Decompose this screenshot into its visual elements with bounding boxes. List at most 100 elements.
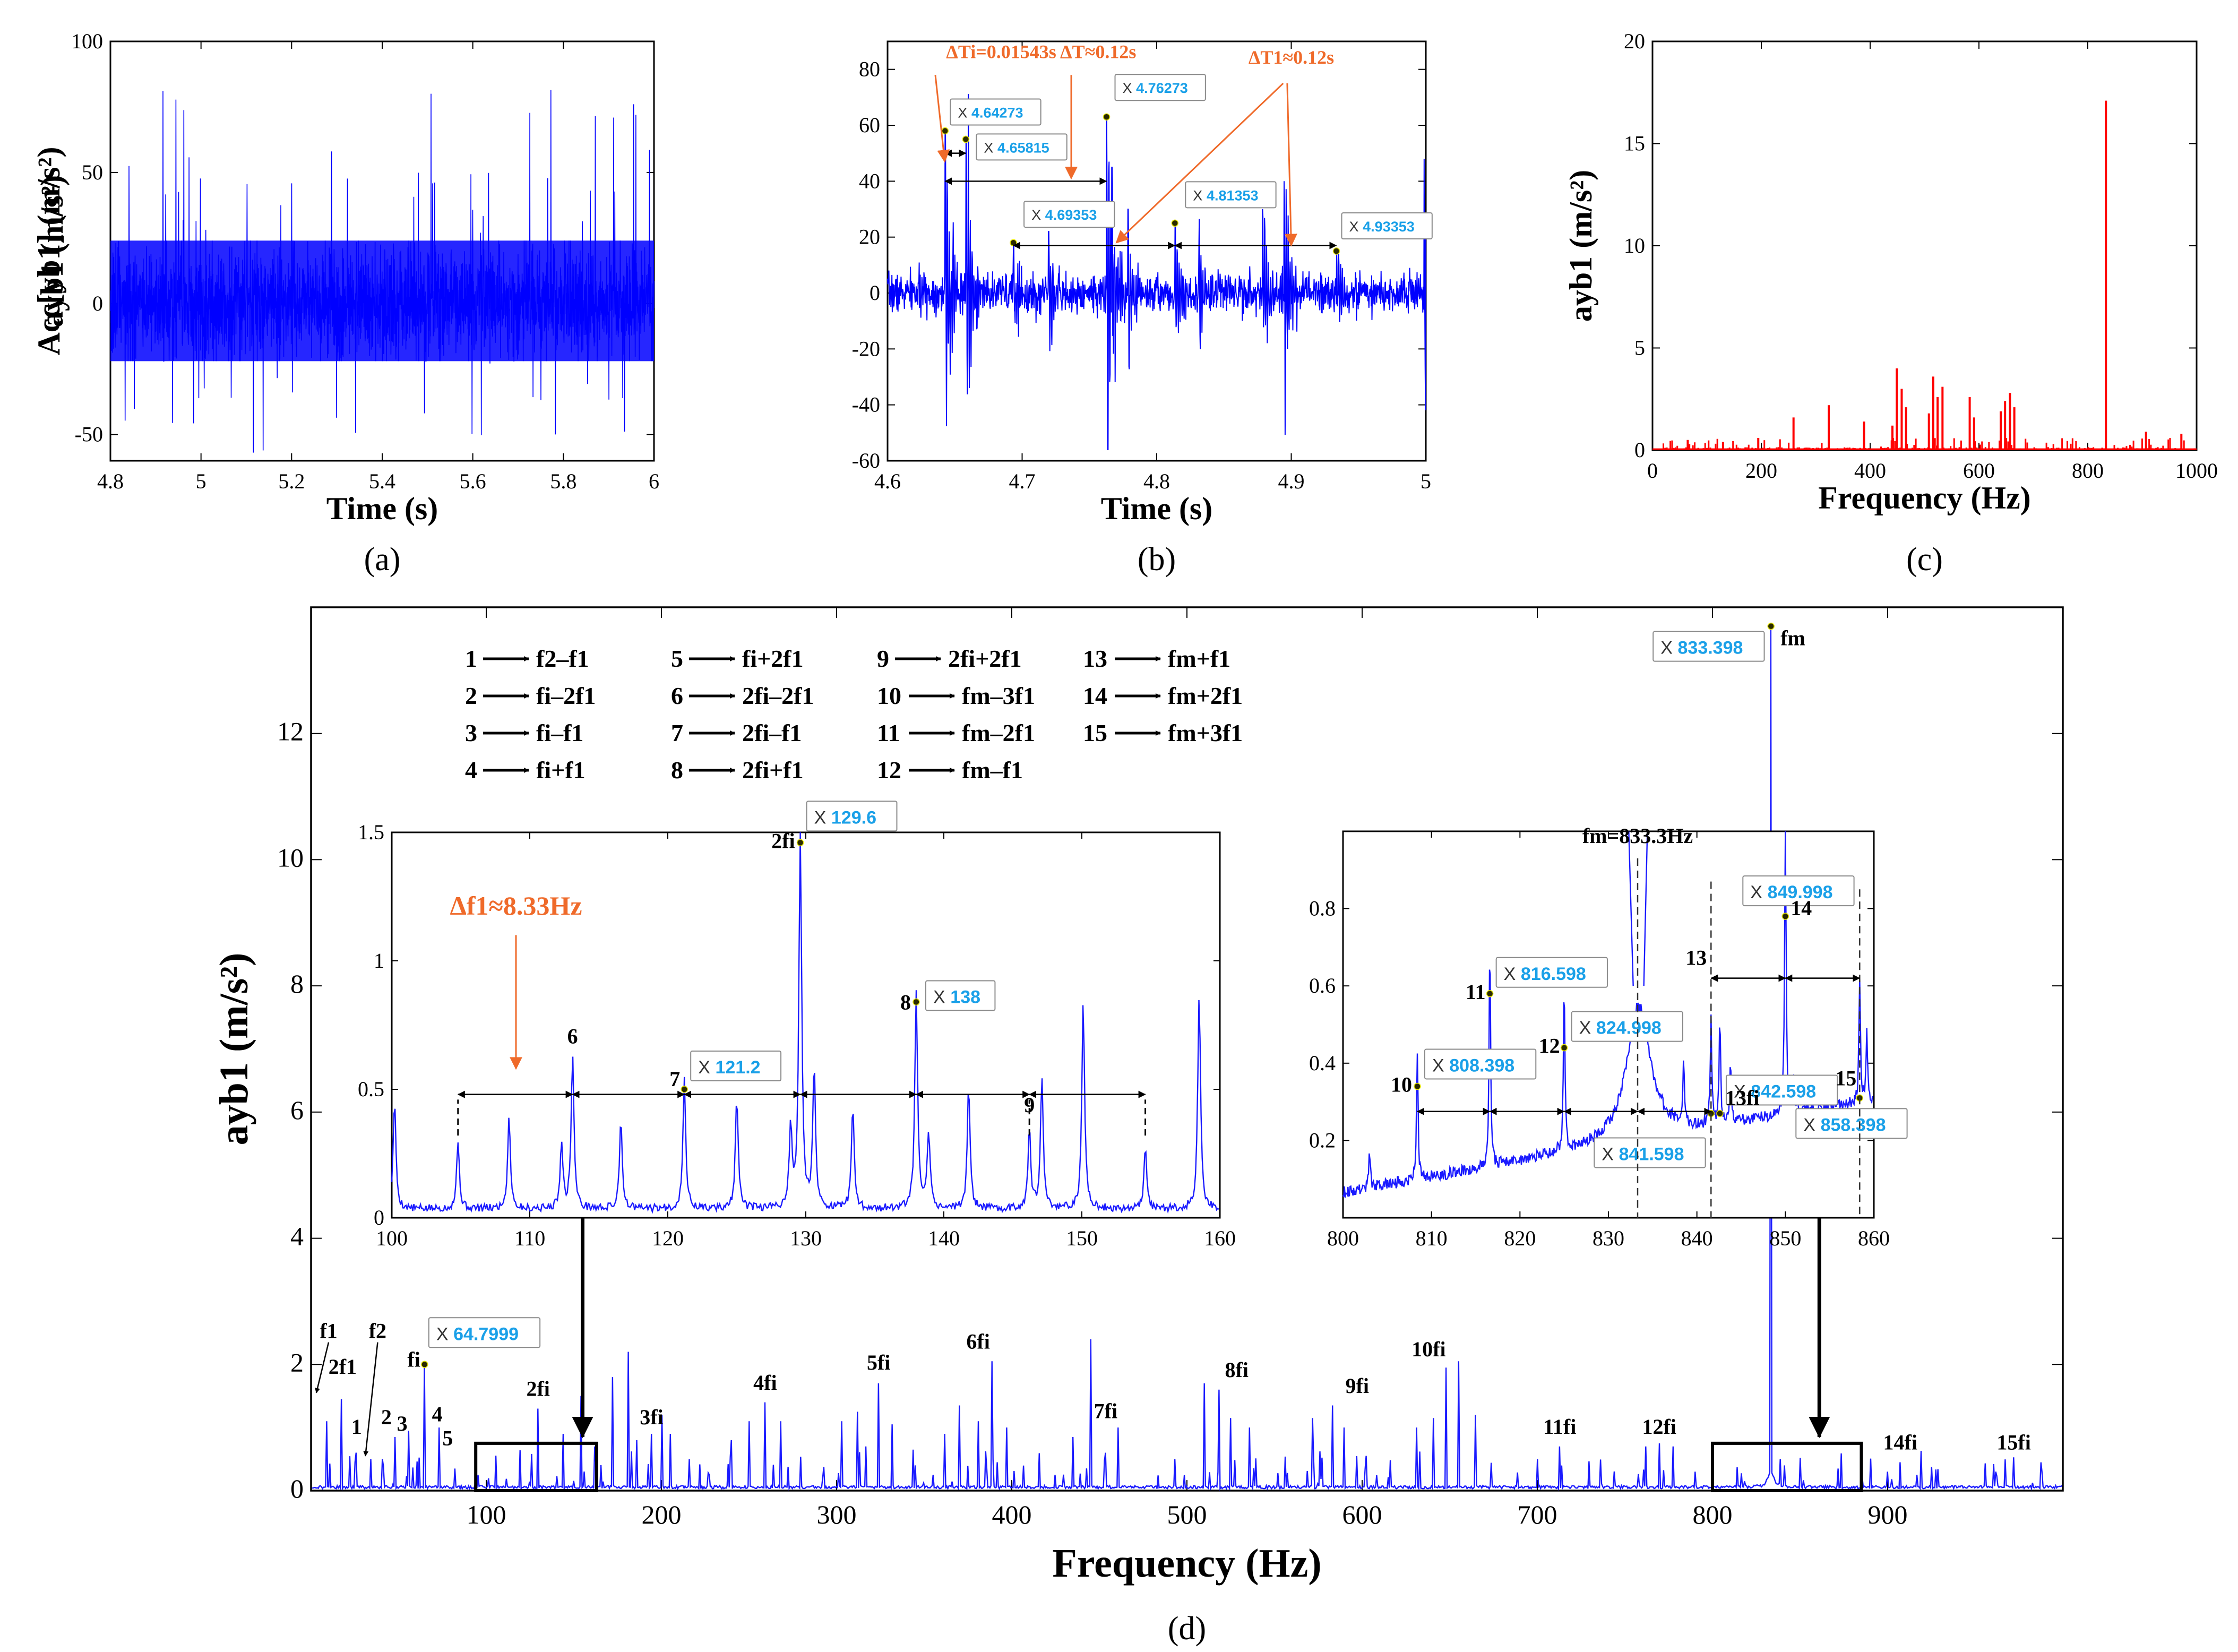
y-tick-label: -50 xyxy=(75,423,103,446)
datatip-value: 816.598 xyxy=(1521,964,1586,984)
datatip-value: 138 xyxy=(950,987,980,1007)
y-tick-label: 0.6 xyxy=(1309,974,1336,997)
x-tick-label: 400 xyxy=(992,1500,1032,1529)
datatip-x-label: X xyxy=(1579,1018,1591,1038)
datatip-box xyxy=(925,980,996,1011)
legend-expr: 2fi+f1 xyxy=(742,756,804,784)
datatip-box xyxy=(1594,1137,1706,1168)
low-arrow-f2 xyxy=(363,1342,378,1457)
y-axis-label: ayb1 (m/s²) xyxy=(35,175,70,327)
y-axis-label: ayb1 (m/s²) xyxy=(1563,170,1598,322)
legend-number: 2 xyxy=(465,682,477,709)
datatip-box xyxy=(1571,1011,1683,1042)
main-peak-label: fm xyxy=(1780,626,1805,650)
y-tick-label: 4 xyxy=(290,1221,304,1251)
datatip-138: X 138 xyxy=(925,980,996,1011)
harmonic-label-9fi: 9fi xyxy=(1346,1374,1369,1398)
legend-expr: fm–3f1 xyxy=(962,682,1035,709)
x-tick-label: 850 xyxy=(1769,1226,1801,1250)
y-tick-label: 60 xyxy=(859,113,880,137)
panel-label-d: (d) xyxy=(1168,1611,1206,1647)
datatip-box xyxy=(950,98,1041,126)
datatip-x-label: X xyxy=(1193,187,1202,203)
y-tick-label: 0.2 xyxy=(1309,1128,1336,1152)
datatip-marker xyxy=(1716,1109,1724,1117)
datatip-value: 841.598 xyxy=(1619,1144,1684,1164)
legend-expr: fi–f1 xyxy=(536,719,583,746)
x-tick-label: 860 xyxy=(1858,1226,1890,1250)
datatip-x-label: X xyxy=(1803,1115,1815,1135)
x-tick-label: 400 xyxy=(1854,459,1886,483)
legend-number: 3 xyxy=(465,719,477,746)
datatip-value: 129.6 xyxy=(831,807,876,828)
y-tick-label: 5 xyxy=(1634,336,1645,360)
datatip-value: 4.69353 xyxy=(1045,207,1097,223)
plot-frame xyxy=(1651,40,2198,451)
inset-peak-label-2fi: 2fi xyxy=(771,829,795,853)
panel-label-a: (a) xyxy=(364,541,401,578)
legend-number: 4 xyxy=(465,756,477,784)
x-axis-label: Frequency (Hz) xyxy=(1052,1541,1321,1586)
datatip-4.93353: X 4.93353 xyxy=(1341,212,1433,239)
low-label-1: 1 xyxy=(351,1415,362,1439)
datatip-4.76273: X 4.76273 xyxy=(1114,74,1206,101)
y-tick-label: 2 xyxy=(290,1347,304,1377)
y-tick-label: 0.8 xyxy=(1309,897,1336,920)
datatip-value: 4.81353 xyxy=(1207,187,1259,203)
y-tick-label: 0 xyxy=(1634,438,1645,462)
datatip-box xyxy=(806,801,898,832)
x-tick-label: 5.6 xyxy=(460,469,486,493)
datatip-x-label: X xyxy=(984,140,993,156)
datatip-x-label: X xyxy=(1349,219,1358,235)
y-tick-label: 10 xyxy=(277,842,304,872)
legend-expr: 2fi+2f1 xyxy=(948,645,1022,672)
legend-number: 7 xyxy=(671,719,683,746)
datatip-box xyxy=(428,1317,541,1348)
datatip-value: 4.65815 xyxy=(997,140,1049,156)
x-tick-label: 4.8 xyxy=(1143,469,1170,493)
annotation-fm: fm=833.3Hz xyxy=(1582,824,1693,848)
harmonic-label-15fi: 15fi xyxy=(1996,1431,2030,1455)
x-tick-label: 4.9 xyxy=(1278,469,1305,493)
y-tick-label: 0 xyxy=(870,281,880,305)
inset-main-peak-edge xyxy=(1643,831,1648,986)
legend-number: 9 xyxy=(877,645,889,672)
y-tick-label: 6 xyxy=(290,1095,304,1125)
datatip-value: 4.76273 xyxy=(1136,80,1188,96)
datatip-value: 4.93353 xyxy=(1363,219,1415,235)
legend-expr: 2fi–2f1 xyxy=(742,682,814,709)
x-tick-label: 200 xyxy=(1745,459,1777,483)
legend-number: 5 xyxy=(671,645,683,672)
inset-peak-label-13fi: 13fi xyxy=(1725,1086,1759,1109)
inset-peak-label-10: 10 xyxy=(1391,1072,1412,1096)
low-label-2f1: 2f1 xyxy=(329,1355,357,1379)
datatip-x-label: X xyxy=(933,987,945,1007)
inset-peak-label-13: 13 xyxy=(1685,945,1707,969)
x-tick-label: 810 xyxy=(1416,1226,1448,1250)
legend-number: 10 xyxy=(877,682,901,709)
x-tick-label: 5.4 xyxy=(369,469,395,493)
inset-peak-label-12: 12 xyxy=(1539,1034,1560,1058)
datatip-x-label: X xyxy=(1750,882,1762,902)
x-tick-label: 4.6 xyxy=(874,469,901,493)
datatip-box xyxy=(1341,212,1433,239)
datatip-x-label: X xyxy=(1734,1081,1746,1102)
annotation-arrow xyxy=(1284,83,1297,247)
datatip-box xyxy=(976,133,1068,161)
inset-spectrum-line xyxy=(391,832,1219,1214)
datatip-value: 849.998 xyxy=(1768,882,1833,902)
harmonic-label-2fi: 2fi xyxy=(526,1377,549,1401)
harmonic-label-8fi: 8fi xyxy=(1225,1358,1249,1382)
annotation-delta-f1: Δf1≈8.33Hz xyxy=(450,891,582,920)
datatip-x-label: X xyxy=(1123,80,1132,96)
legend-number: 15 xyxy=(1083,719,1107,746)
datatip-4.81353: X 4.81353 xyxy=(1185,181,1277,209)
datatip-x-label: X xyxy=(1031,207,1041,223)
legend-expr: fi+2f1 xyxy=(742,645,804,672)
legend-number: 11 xyxy=(877,719,900,746)
annotation-arrow xyxy=(934,75,950,163)
datatip-x-label: X xyxy=(1660,638,1673,658)
x-tick-label: 300 xyxy=(817,1500,857,1529)
